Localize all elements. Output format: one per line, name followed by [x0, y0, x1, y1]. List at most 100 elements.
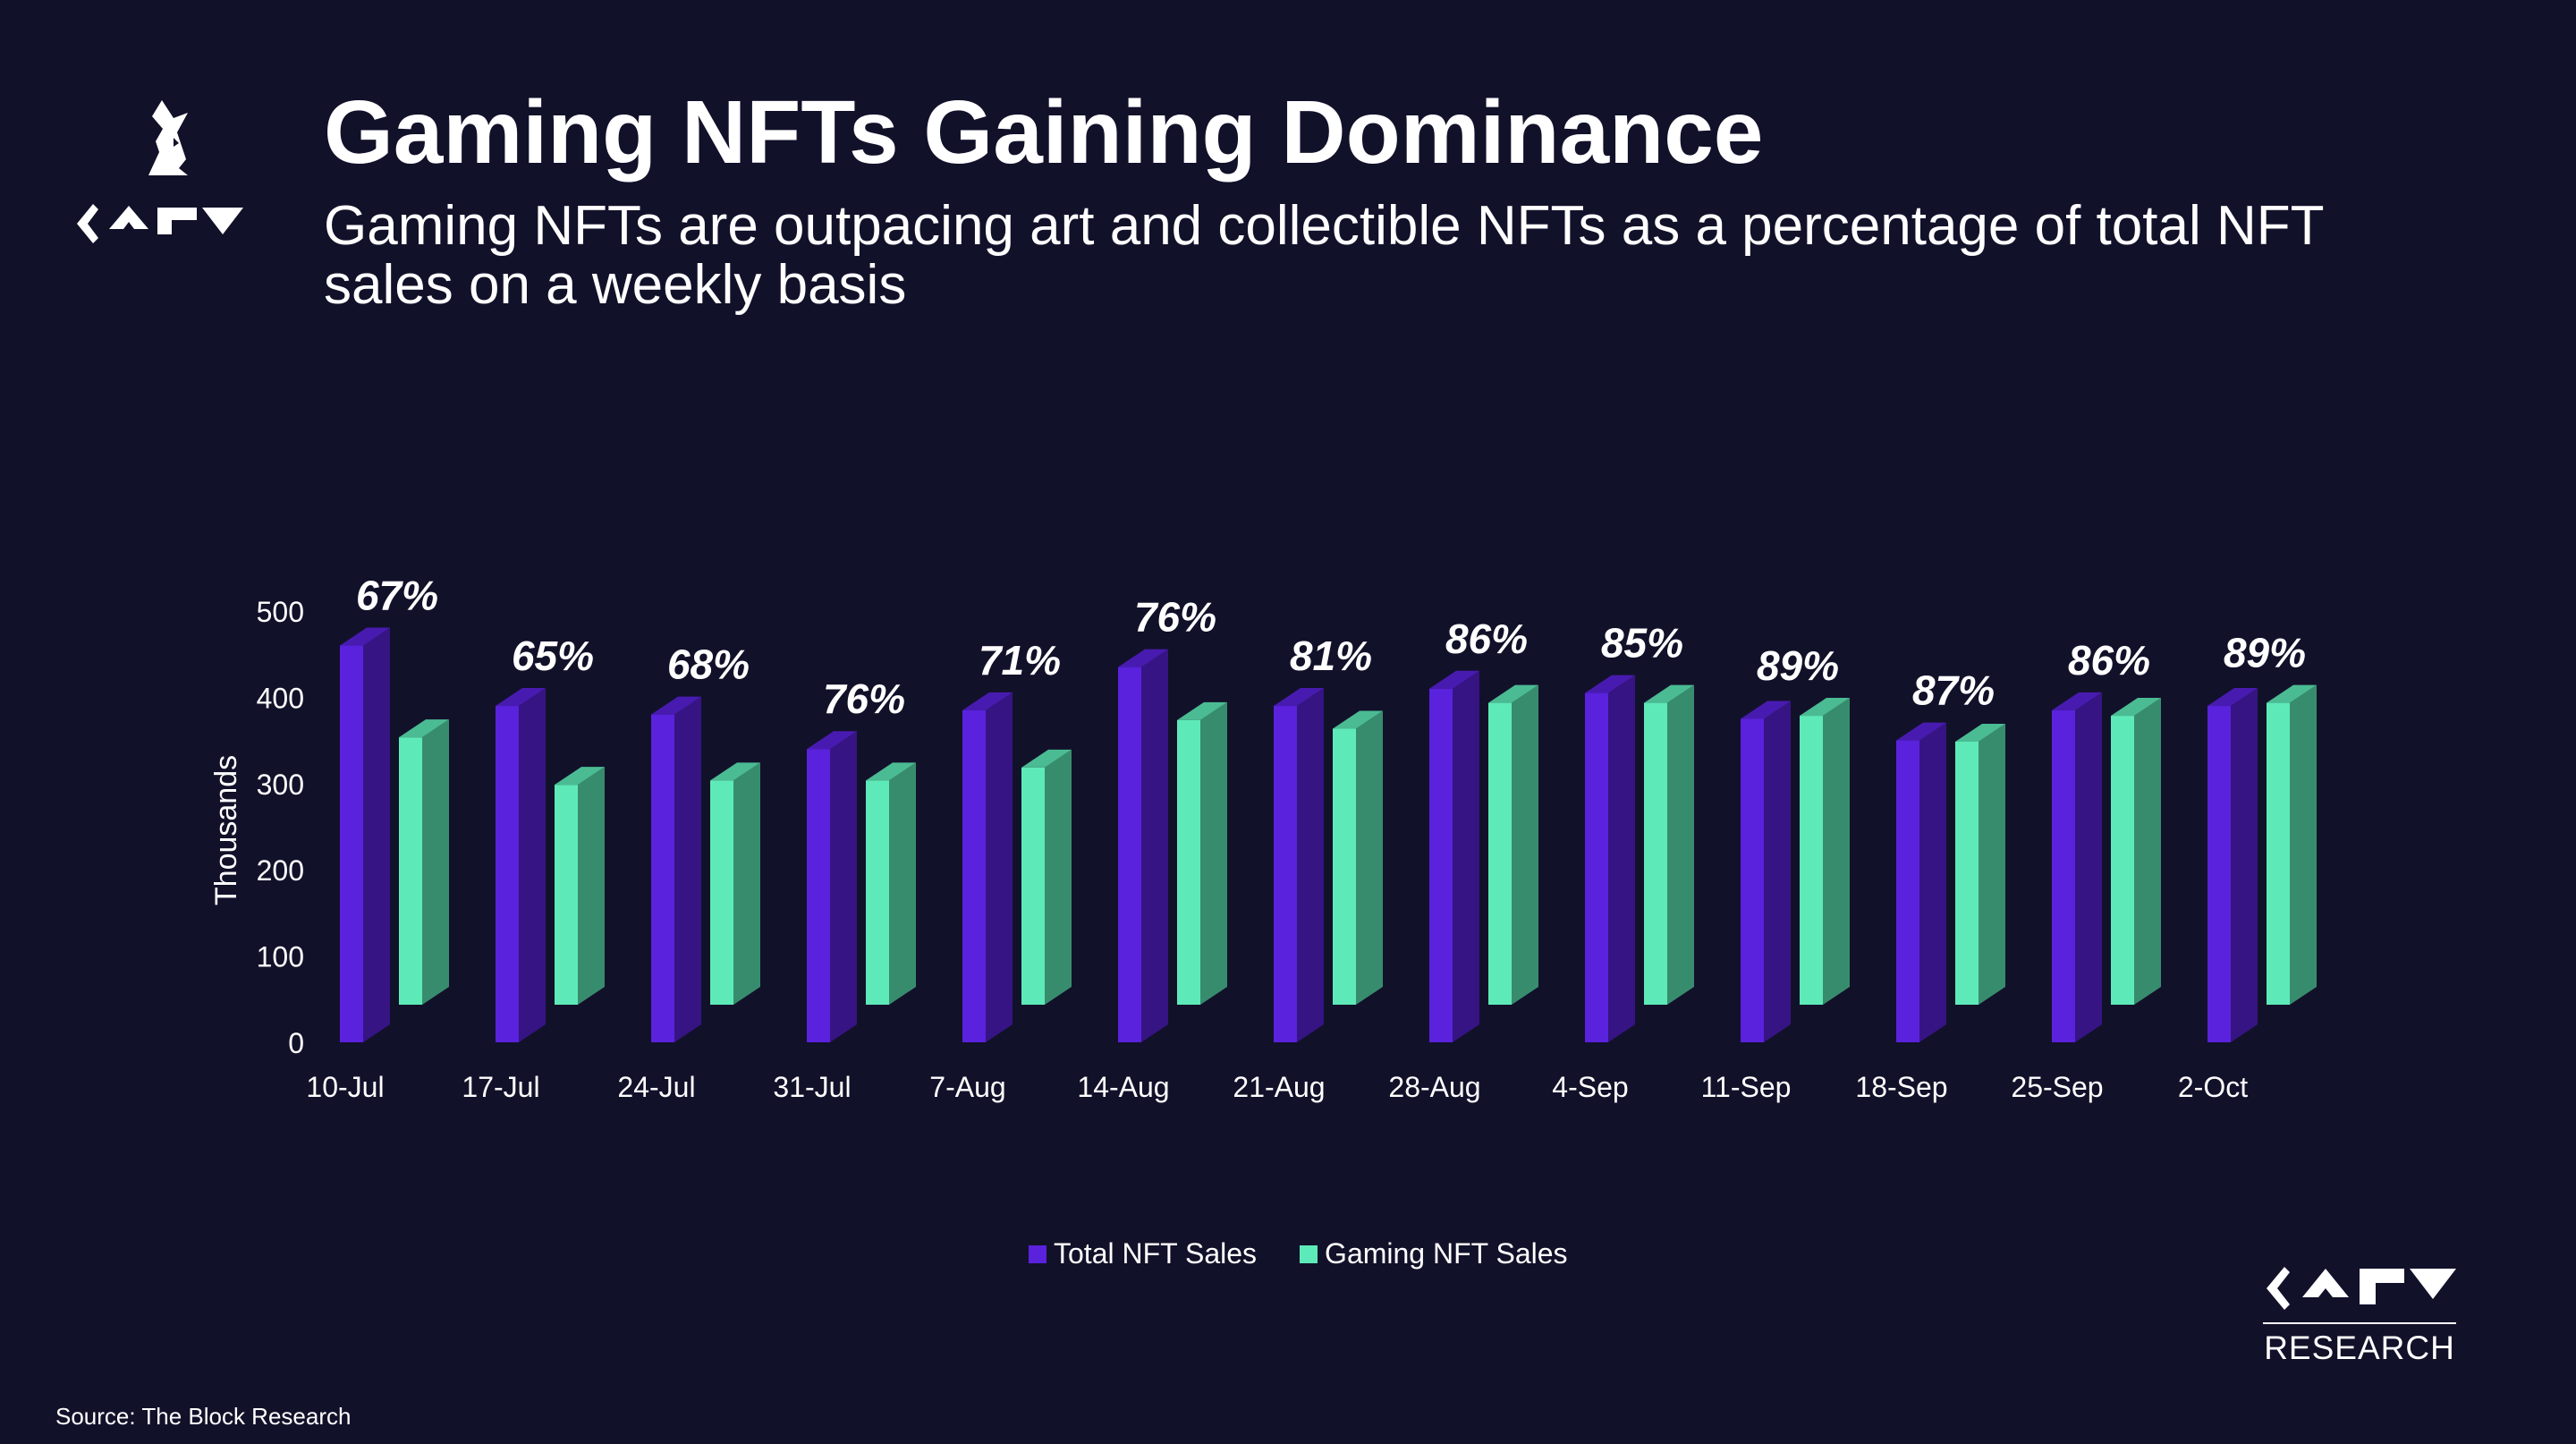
x-tick-label: 31-Jul	[773, 1071, 851, 1103]
page-title: Gaming NFTs Gaining Dominance	[324, 82, 1764, 183]
total-nft-bar	[1896, 740, 1919, 1042]
data-label: 81%	[1290, 633, 1372, 679]
total-nft-bar-top	[1741, 701, 1791, 719]
legend-label-gaming: Gaming NFT Sales	[1325, 1237, 1568, 1270]
gaming-nft-bar-side	[578, 767, 605, 1005]
gaming-nft-bar-top	[866, 762, 916, 781]
data-label: 65%	[512, 633, 594, 679]
data-label: 67%	[356, 573, 438, 619]
total-nft-bar	[651, 714, 674, 1042]
total-nft-bar-side	[674, 696, 701, 1042]
carv-wordmark-logo	[2267, 1267, 2456, 1310]
y-axis-label: Thousands	[209, 755, 243, 905]
total-nft-bar-top	[1118, 649, 1168, 667]
total-nft-bar-side	[1608, 675, 1635, 1042]
total-nft-bar-side	[363, 627, 390, 1042]
page-subtitle: Gaming NFTs are outpacing art and collec…	[324, 195, 2324, 316]
gaming-nft-bar	[1177, 719, 1200, 1005]
gaming-nft-bar-top	[1488, 684, 1538, 703]
legend-item-total: Total NFT Sales	[1029, 1237, 1257, 1270]
total-nft-bar-top	[340, 627, 390, 646]
total-nft-bar-side	[1297, 688, 1324, 1042]
total-nft-bar-top	[1896, 722, 1946, 741]
gaming-nft-bar	[866, 780, 889, 1005]
gaming-nft-bar	[1800, 716, 1823, 1005]
gaming-nft-bar	[555, 785, 578, 1005]
y-tick-label: 100	[257, 941, 304, 973]
data-label: 71%	[979, 637, 1061, 684]
gaming-nft-bar-top	[1177, 701, 1227, 720]
carv-logo	[77, 100, 243, 243]
gaming-nft-bar-side	[1512, 684, 1538, 1005]
gaming-nft-bar	[2111, 716, 2134, 1005]
total-nft-bar	[962, 709, 986, 1042]
gaming-nft-bar-top	[1333, 710, 1383, 729]
gaming-nft-bar-side	[1979, 723, 2005, 1005]
x-tick-label: 10-Jul	[306, 1071, 384, 1103]
x-tick-label: 14-Aug	[1077, 1071, 1169, 1103]
gaming-nft-bar	[1955, 741, 1979, 1005]
total-nft-bar-top	[807, 731, 857, 750]
gaming-nft-bar-top	[1955, 723, 2005, 742]
legend-swatch-total	[1029, 1244, 1046, 1263]
y-tick-label: 300	[257, 769, 304, 801]
gaming-nft-bar-top	[1644, 684, 1694, 703]
total-nft-bar-side	[1453, 670, 1479, 1042]
total-nft-bar-side	[1919, 722, 1946, 1042]
gaming-nft-bar-side	[422, 719, 449, 1005]
gaming-nft-bar-side	[2290, 684, 2317, 1005]
total-nft-bar-top	[496, 688, 546, 707]
gaming-nft-bar	[399, 737, 422, 1005]
gaming-nft-bar-side	[2134, 698, 2161, 1005]
gaming-nft-bar-top	[1800, 698, 1850, 717]
gaming-nft-bar	[1021, 767, 1045, 1005]
total-nft-bar	[2207, 706, 2231, 1042]
total-nft-bar-top	[962, 692, 1013, 710]
gaming-nft-bar-side	[1667, 684, 1694, 1005]
gaming-nft-bar-side	[1045, 749, 1072, 1005]
total-nft-bar	[1585, 692, 1608, 1042]
gaming-nft-bar-top	[2267, 684, 2317, 703]
gaming-nft-bar	[1488, 702, 1512, 1005]
gaming-nft-bar-top	[710, 762, 760, 781]
x-tick-label: 7-Aug	[929, 1071, 1005, 1103]
source-note: Source: The Block Research	[55, 1403, 352, 1430]
total-nft-bar	[496, 706, 519, 1042]
data-label: 86%	[1445, 616, 1528, 662]
data-label: 86%	[2068, 637, 2150, 684]
total-nft-bar-side	[519, 688, 546, 1042]
data-label: 85%	[1601, 620, 1683, 667]
gaming-nft-bar-side	[1823, 698, 1850, 1005]
data-label: 87%	[1912, 667, 1995, 714]
total-nft-bar-side	[2231, 688, 2258, 1042]
total-nft-bar	[1741, 718, 1764, 1042]
total-nft-bar	[1429, 688, 1453, 1042]
total-nft-bar-side	[1141, 649, 1168, 1042]
gaming-nft-bar-top	[399, 719, 449, 738]
total-nft-bar-top	[1429, 670, 1479, 689]
total-nft-bar-side	[2075, 692, 2102, 1042]
legend-label-total: Total NFT Sales	[1054, 1237, 1258, 1270]
gaming-nft-bar-top	[555, 767, 605, 786]
x-tick-label: 4-Sep	[1552, 1071, 1628, 1103]
research-label: RESEARCH	[2263, 1322, 2456, 1367]
total-nft-bar	[807, 749, 830, 1042]
total-nft-bar	[340, 645, 363, 1042]
gaming-nft-bar	[2267, 702, 2290, 1005]
legend-swatch-gaming	[1300, 1244, 1318, 1263]
chart-legend: Total NFT Sales Gaming NFT Sales	[1029, 1237, 1611, 1270]
total-nft-bar-top	[1585, 675, 1635, 693]
x-tick-label: 28-Aug	[1388, 1071, 1480, 1103]
gaming-nft-bar-side	[889, 762, 916, 1005]
x-tick-label: 2-Oct	[2178, 1071, 2248, 1103]
data-label: 89%	[2224, 630, 2306, 676]
x-tick-label: 17-Jul	[462, 1071, 539, 1103]
total-nft-bar-top	[2052, 692, 2102, 710]
y-tick-label: 400	[257, 682, 304, 714]
legend-item-gaming: Gaming NFT Sales	[1300, 1237, 1568, 1270]
x-tick-label: 11-Sep	[1701, 1071, 1792, 1103]
x-tick-label: 24-Jul	[617, 1071, 695, 1103]
x-tick-label: 21-Aug	[1233, 1071, 1325, 1103]
total-nft-bar	[2052, 709, 2075, 1042]
